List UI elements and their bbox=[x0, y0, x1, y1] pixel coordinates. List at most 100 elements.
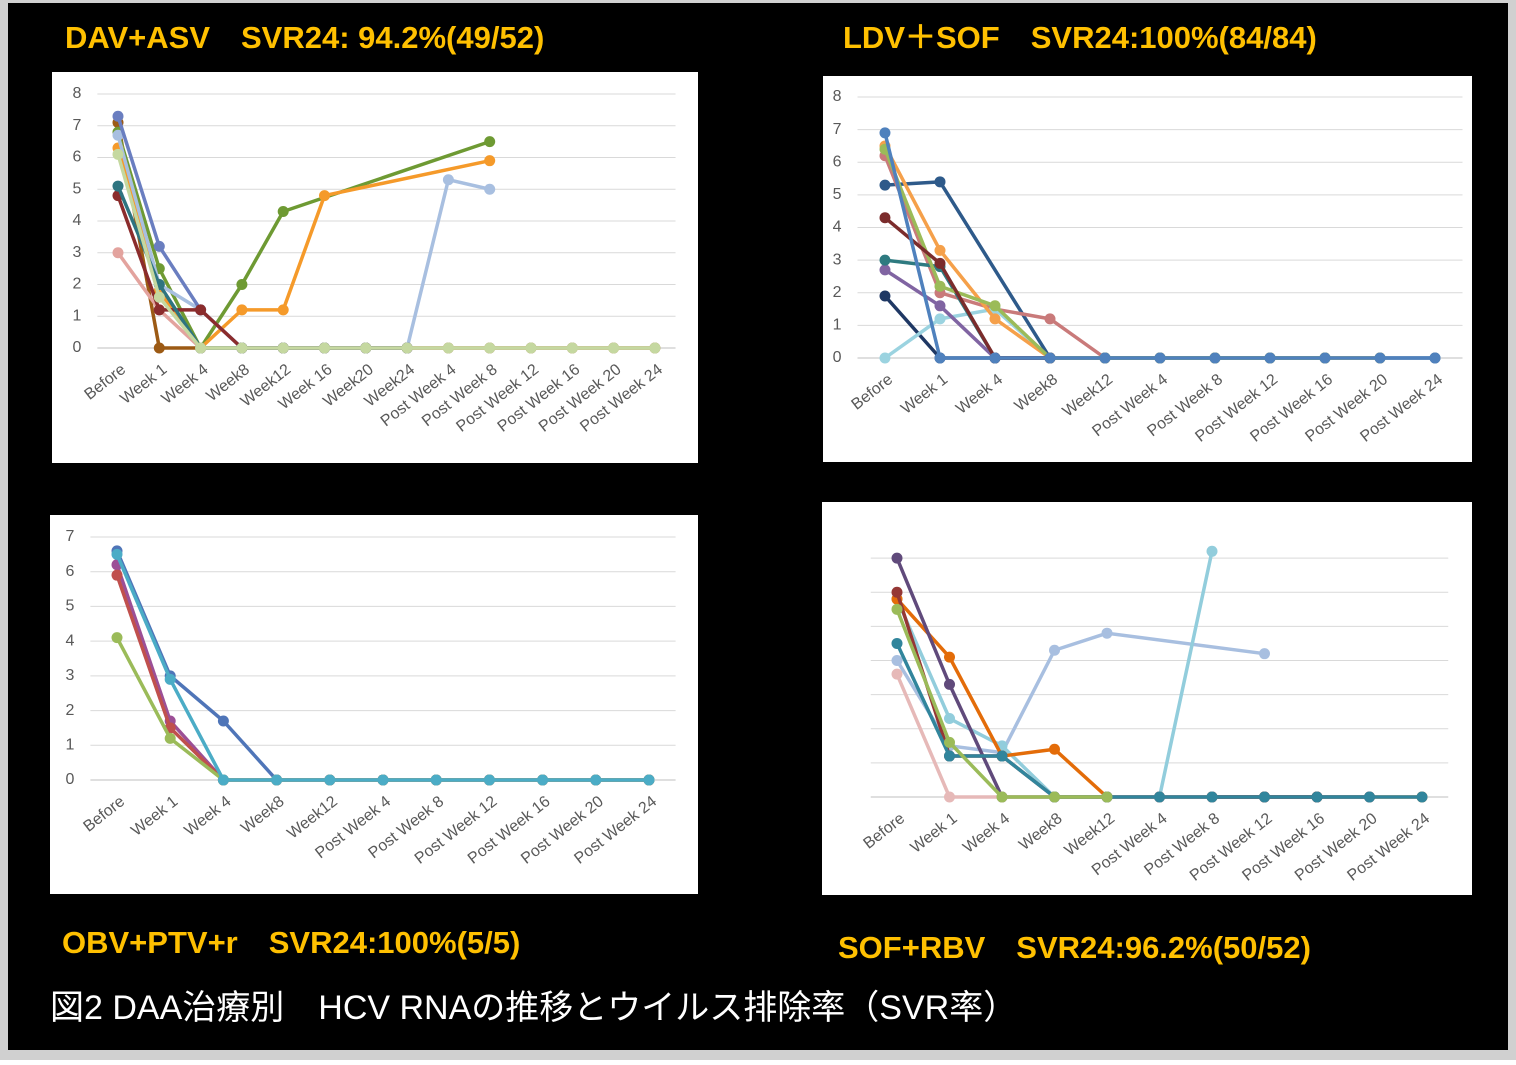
y-tick-label: 2 bbox=[72, 276, 81, 293]
data-point bbox=[360, 342, 372, 354]
data-point bbox=[442, 174, 454, 186]
data-point bbox=[934, 176, 946, 188]
data-point bbox=[944, 651, 955, 663]
data-point bbox=[1259, 791, 1270, 803]
y-tick-label: 6 bbox=[833, 153, 842, 170]
data-point bbox=[153, 240, 165, 252]
data-point bbox=[1319, 352, 1331, 364]
data-point bbox=[934, 352, 946, 364]
chart-title: LDV＋SOF SVR24:100%(84/84) bbox=[843, 20, 1317, 55]
data-point bbox=[377, 774, 389, 786]
caption: 図2 DAA治療別 HCV RNAの推移とウイルス排除率（SVR率） bbox=[50, 989, 1017, 1027]
data-point bbox=[1049, 743, 1060, 755]
data-point bbox=[891, 637, 903, 649]
data-point bbox=[195, 304, 207, 316]
data-point bbox=[934, 257, 946, 269]
data-point bbox=[153, 304, 165, 316]
data-point bbox=[112, 148, 124, 160]
series-line bbox=[116, 153, 655, 350]
y-tick-label: 2 bbox=[65, 702, 74, 719]
series-line bbox=[116, 131, 491, 350]
data-point bbox=[891, 603, 903, 615]
y-tick-label: 5 bbox=[65, 598, 74, 615]
data-point bbox=[153, 342, 165, 354]
data-point bbox=[277, 205, 289, 217]
data-point bbox=[1206, 791, 1218, 803]
data-point bbox=[1206, 545, 1218, 557]
data-point bbox=[1049, 644, 1060, 656]
data-point bbox=[891, 668, 903, 680]
data-point bbox=[934, 280, 946, 292]
y-tick-label: 0 bbox=[65, 771, 74, 788]
data-point bbox=[112, 247, 124, 259]
data-point bbox=[236, 279, 248, 290]
data-point bbox=[1259, 648, 1270, 660]
data-point bbox=[111, 548, 123, 560]
y-tick-label: 3 bbox=[72, 244, 81, 261]
y-tick-label: 6 bbox=[65, 563, 74, 580]
y-tick-label: 5 bbox=[833, 186, 842, 203]
data-point bbox=[1101, 627, 1113, 639]
data-point bbox=[944, 750, 955, 762]
data-point bbox=[944, 713, 955, 725]
data-point bbox=[944, 678, 955, 690]
data-point bbox=[566, 342, 578, 354]
y-tick-label: 4 bbox=[65, 632, 74, 649]
y-tick-label: 3 bbox=[833, 251, 842, 268]
data-point bbox=[1416, 791, 1428, 803]
data-point bbox=[879, 290, 891, 302]
data-point bbox=[1101, 791, 1113, 803]
data-point bbox=[236, 342, 248, 354]
data-point bbox=[649, 342, 661, 354]
y-tick-label: 8 bbox=[72, 85, 81, 102]
data-point bbox=[1311, 791, 1323, 803]
data-point bbox=[934, 300, 946, 312]
plot-panel bbox=[50, 515, 698, 894]
data-point bbox=[277, 342, 289, 354]
data-point bbox=[277, 304, 289, 316]
data-point bbox=[891, 586, 903, 598]
data-point bbox=[944, 736, 955, 748]
data-point bbox=[484, 183, 496, 195]
data-point bbox=[934, 313, 946, 325]
data-point bbox=[879, 127, 891, 139]
data-point bbox=[483, 774, 495, 786]
data-point bbox=[1099, 352, 1111, 364]
data-point bbox=[989, 300, 1001, 312]
data-point bbox=[164, 673, 176, 685]
data-point bbox=[217, 774, 229, 786]
data-point bbox=[1044, 313, 1056, 325]
y-tick-label: 0 bbox=[72, 339, 81, 356]
data-point bbox=[484, 155, 496, 167]
data-point bbox=[112, 129, 124, 141]
data-point bbox=[164, 732, 176, 744]
data-point bbox=[1429, 352, 1441, 364]
y-tick-label: 8 bbox=[833, 88, 842, 105]
data-point bbox=[442, 342, 454, 354]
data-point bbox=[1049, 791, 1060, 803]
data-point bbox=[643, 774, 655, 786]
data-point bbox=[195, 342, 207, 354]
y-tick-label: 2 bbox=[833, 284, 842, 301]
y-tick-label: 6 bbox=[72, 149, 81, 166]
data-point bbox=[217, 715, 229, 727]
data-point bbox=[608, 342, 620, 354]
data-point bbox=[324, 774, 336, 786]
data-point bbox=[989, 352, 1001, 364]
data-point bbox=[1374, 352, 1386, 364]
data-point bbox=[944, 791, 955, 803]
data-point bbox=[1264, 352, 1276, 364]
chart-title: OBV+PTV+r SVR24:100%(5/5) bbox=[62, 925, 520, 960]
data-point bbox=[891, 655, 903, 666]
data-point bbox=[879, 179, 891, 191]
data-point bbox=[1364, 791, 1375, 803]
data-point bbox=[319, 342, 330, 354]
chart-title: DAV+ASV SVR24: 94.2%(49/52) bbox=[65, 20, 544, 55]
data-point bbox=[879, 212, 891, 224]
data-point bbox=[484, 342, 496, 354]
y-tick-label: 1 bbox=[833, 317, 842, 334]
y-tick-label: 7 bbox=[72, 117, 81, 134]
data-point bbox=[1044, 352, 1056, 364]
data-point bbox=[236, 304, 248, 316]
